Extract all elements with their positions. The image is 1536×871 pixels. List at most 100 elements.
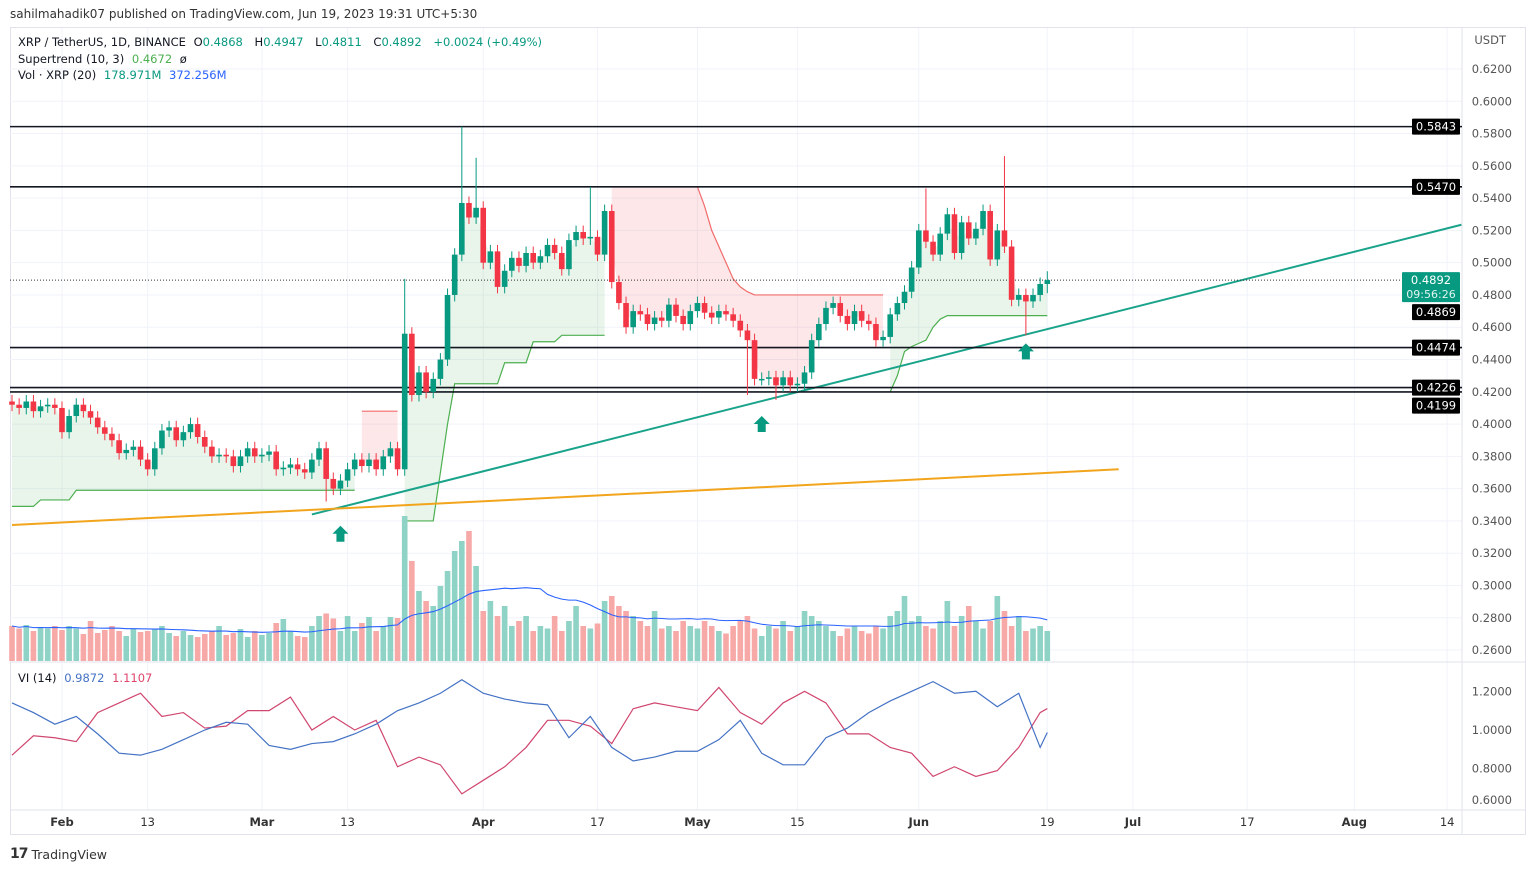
supertrend-up-line: [12, 489, 355, 507]
price-tick-label: 0.6000: [1472, 94, 1512, 108]
candle-up: [244, 448, 251, 457]
volume-bar: [387, 617, 394, 661]
volume-bar: [751, 628, 758, 661]
low-value: 0.4811: [321, 35, 362, 49]
candle-up: [630, 311, 636, 328]
volume-bar: [80, 634, 87, 661]
candle-up: [473, 207, 479, 218]
volume-bar: [52, 626, 58, 661]
candle-down: [516, 257, 522, 266]
price-tick-label: 0.3000: [1472, 578, 1512, 592]
low-label: L: [315, 35, 322, 49]
volume-bar: [380, 626, 387, 661]
tradingview-logo[interactable]: 𝟭𝟳 TradingView: [10, 846, 107, 862]
volume-legend[interactable]: Vol · XRP (20) 178.971M 372.256M: [18, 68, 231, 82]
candle-down: [608, 211, 615, 283]
volume-bar: [280, 619, 287, 661]
vi-plus-value: 0.9872: [64, 671, 105, 685]
volume-bar: [116, 631, 122, 661]
volume-bar: [744, 616, 751, 661]
candle-up: [287, 464, 294, 468]
price-tick-label: 0.5200: [1472, 223, 1512, 237]
candle-down: [637, 311, 644, 315]
change-value: +0.0024 (+0.49%): [433, 35, 543, 49]
candle-up: [901, 291, 908, 304]
candle-down: [137, 446, 144, 460]
volume-bar: [366, 617, 372, 661]
symbol-legend: XRP / TetherUS, 1D, BINANCE O0.4868 H0.4…: [18, 35, 546, 49]
candle-up: [344, 469, 351, 481]
up-arrow-icon: [1017, 343, 1034, 360]
volume-bar: [880, 628, 886, 661]
date-tick-label: 14: [1440, 815, 1455, 829]
candle-up: [459, 202, 465, 255]
symbol-name[interactable]: XRP / TetherUS, 1D, BINANCE: [18, 35, 186, 49]
volume-bar: [180, 631, 187, 661]
supertrend-legend[interactable]: Supertrend (10, 3) 0.4672 ø: [18, 52, 191, 66]
candle-down: [673, 304, 679, 316]
candle-down: [194, 424, 201, 437]
volume-bar: [1001, 611, 1008, 661]
volume-bar: [780, 621, 786, 661]
volume-bar: [951, 626, 958, 661]
candle-up: [880, 336, 886, 341]
volume-bar: [166, 633, 172, 661]
candle-down: [737, 320, 744, 331]
volume-bar: [837, 636, 844, 661]
candle-up: [801, 372, 808, 384]
candle-down: [708, 312, 715, 318]
volume-bar: [273, 623, 279, 661]
volume-bar: [509, 626, 515, 661]
candle-down: [394, 448, 401, 470]
date-tick-label: 19: [1040, 815, 1055, 829]
volume-bar: [201, 634, 208, 661]
price-tick-label: 0.4000: [1472, 417, 1512, 431]
candle-down: [16, 404, 22, 408]
candle-up: [1030, 294, 1036, 302]
volume-bar: [501, 606, 508, 661]
volume-bar: [908, 621, 915, 661]
close-value: 0.4892: [381, 35, 422, 49]
candle-down: [9, 401, 15, 405]
volume-bar: [244, 637, 251, 661]
candle-down: [1023, 294, 1029, 302]
candle-down: [723, 311, 729, 315]
volume-bar: [159, 626, 165, 661]
vi-label: VI (14): [18, 671, 57, 685]
price-tick-label: 0.4600: [1472, 320, 1512, 334]
volume-bar: [409, 561, 415, 661]
candle-down: [294, 464, 301, 470]
volume-bar: [401, 516, 408, 661]
date-tick-label: Mar: [249, 815, 274, 829]
candle-up: [316, 448, 322, 460]
candle-down: [466, 202, 472, 218]
candle-up: [66, 416, 72, 433]
vi-legend[interactable]: VI (14) 0.9872 1.1107: [18, 671, 156, 685]
volume-bar: [866, 633, 872, 661]
candle-down: [52, 404, 58, 408]
volume-bar: [73, 628, 80, 661]
price-tick-label: 0.3200: [1472, 546, 1512, 560]
candle-down: [930, 241, 936, 255]
volume-bar: [123, 636, 130, 661]
candle-up: [544, 244, 551, 257]
supertrend-value: 0.4672: [131, 52, 173, 66]
volume-bar: [608, 596, 615, 661]
volume-bar: [623, 611, 629, 661]
volume-bar: [994, 596, 1001, 661]
candle-up: [687, 311, 694, 325]
price-tick-label: 0.4400: [1472, 353, 1512, 367]
level-price-tag-box: [1412, 379, 1460, 396]
candle-down: [330, 478, 337, 489]
supertrend-price-tag-box: [1412, 304, 1460, 321]
volume-bar: [794, 626, 801, 661]
candle-down: [558, 252, 565, 270]
candle-up: [351, 459, 358, 470]
volume-bar: [266, 633, 272, 661]
date-tick-label: May: [684, 815, 711, 829]
candle-up: [159, 430, 165, 449]
vi-minus-value: 1.1107: [112, 671, 153, 685]
candle-up: [823, 307, 829, 325]
vi-plus-line: [11, 678, 1048, 766]
